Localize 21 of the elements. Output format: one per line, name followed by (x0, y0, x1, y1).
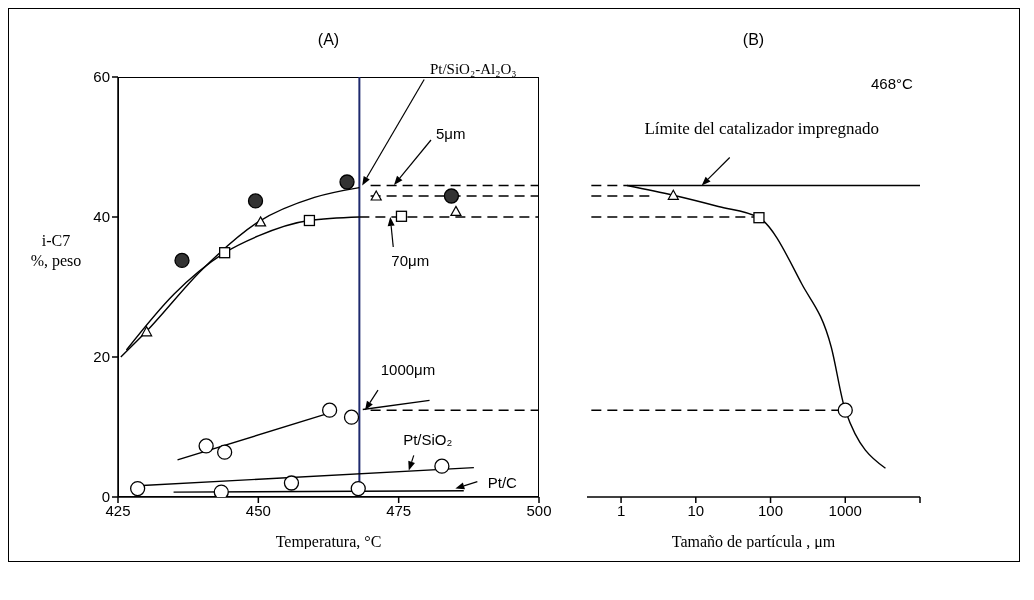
y-tick-label: 60 (93, 68, 110, 86)
x-tick-label: 475 (386, 501, 412, 519)
y-axis-title: i-C7 %, peso (29, 231, 83, 271)
annotation: 468°C (871, 75, 913, 92)
annotation: Pt/SiO₂ (403, 431, 453, 449)
annotation: 70μm (391, 252, 430, 269)
chart-title: (B) (741, 31, 766, 49)
x-tick-label: 1 (616, 501, 626, 519)
x-tick-label: 10 (687, 501, 705, 519)
x-tick-label: 450 (245, 501, 271, 519)
annotation: 5μm (436, 125, 466, 142)
annotation: Pt/C (487, 473, 518, 491)
x-tick-label: 100 (758, 501, 784, 519)
annotation: 1000μm (380, 361, 436, 379)
y-tick-label: 20 (93, 348, 110, 366)
annotation: Pt/SiO₂-Al₂O₃ (429, 60, 517, 77)
chart-title: (A) (316, 31, 341, 49)
annotation: Límite del catalizador impregnado (644, 118, 880, 138)
x-tick-label: 1000 (828, 501, 862, 519)
x-tick-label: 500 (526, 501, 552, 519)
y-tick-label: 40 (93, 208, 110, 226)
